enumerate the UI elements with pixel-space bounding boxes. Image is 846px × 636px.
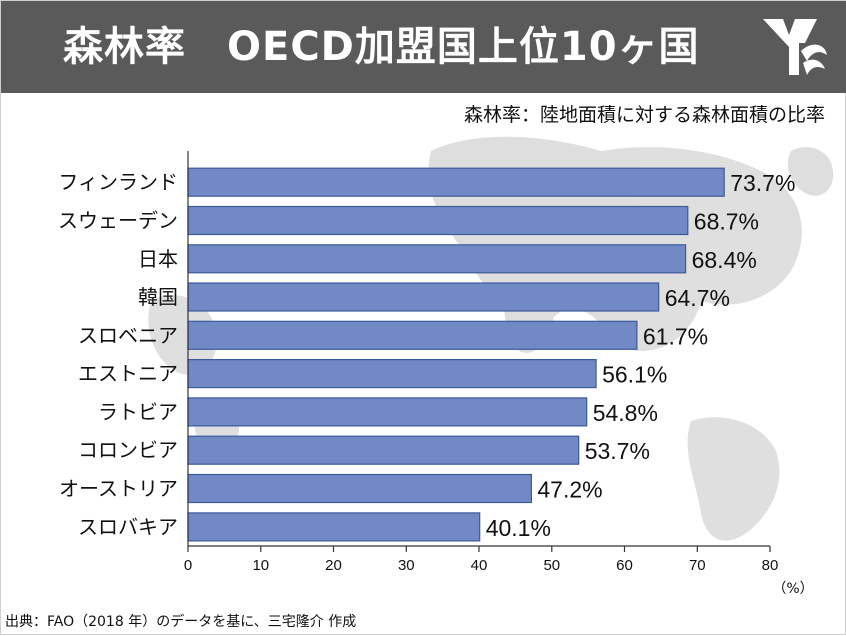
value-label: 53.7% (585, 438, 650, 464)
category-label: スロバキア (78, 515, 178, 539)
x-tick-label: 20 (325, 557, 342, 574)
x-tick-label: 50 (543, 557, 560, 574)
x-tick-label: 30 (398, 557, 415, 574)
value-label: 40.1% (486, 515, 551, 541)
bar-3 (187, 244, 687, 274)
category-label: フィンランド (58, 170, 178, 194)
bars-layer: フィンランド 73.7% スウェーデン 68.7% 日本 68.4% 韓国 64.7% スロベニ… (58, 167, 795, 542)
header-band: 森林率 OECD加盟国上位10ヶ国 (1, 1, 846, 93)
category-label: スウェーデン (58, 209, 178, 233)
category-label: 日本 (138, 247, 178, 271)
bar-4 (187, 282, 660, 312)
bar-5 (187, 320, 638, 350)
bar-10 (187, 512, 481, 542)
category-label: コロンビア (78, 438, 178, 462)
bar-6 (187, 359, 597, 389)
value-label: 68.4% (692, 247, 757, 273)
source-note: 出典：FAO（2018 年）のデータを基に、三宅隆介 作成 (5, 614, 357, 630)
value-label: 54.8% (593, 400, 658, 426)
category-label: ラトビア (98, 400, 178, 424)
x-axis: 0 10 20 30 40 50 60 70 80 （%） (184, 151, 814, 597)
x-tick-label: 80 (762, 557, 779, 574)
value-label: 68.7% (694, 209, 759, 235)
category-label: スロベニア (78, 323, 178, 347)
bar-2 (187, 205, 689, 236)
chart-subtitle: 森林率：陸地面積に対する森林面積の比率 (463, 104, 825, 126)
value-label: 73.7% (730, 170, 795, 196)
category-label: オーストリア (59, 477, 178, 501)
bar-8 (187, 435, 580, 465)
x-tick-label: 0 (184, 557, 192, 574)
bar-7 (187, 397, 588, 427)
category-label: 韓国 (138, 285, 178, 309)
x-axis-unit: （%） (772, 581, 813, 597)
bar-1 (187, 167, 725, 197)
category-label: エストニア (78, 362, 178, 386)
value-label: 61.7% (643, 323, 708, 349)
x-tick-label: 10 (252, 557, 269, 574)
x-tick-label: 40 (471, 557, 488, 574)
value-label: 64.7% (665, 285, 730, 311)
x-tick-label: 70 (689, 557, 706, 574)
value-label: 47.2% (537, 477, 602, 503)
value-label: 56.1% (602, 362, 667, 388)
brand-logo-icon (763, 19, 827, 75)
chart-title: 森林率 OECD加盟国上位10ヶ国 (63, 24, 700, 70)
bar-9 (187, 473, 532, 504)
x-tick-label: 60 (616, 557, 633, 574)
